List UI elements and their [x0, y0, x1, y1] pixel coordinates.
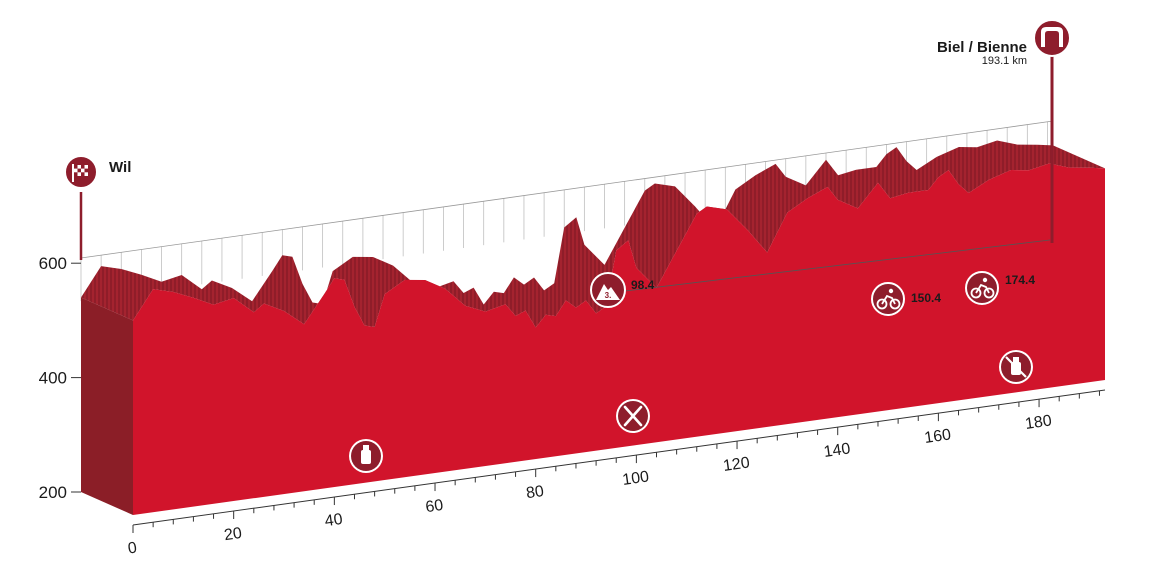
climb-category: 3.: [605, 291, 612, 300]
x-tick-label: 100: [621, 468, 650, 489]
sprint-km-2: 174.4: [1005, 273, 1035, 287]
y-axis-ticks: 200 400 600: [39, 254, 81, 502]
elevation-profile: [81, 140, 1105, 515]
finish-marker: Biel / Bienne 193.1 km: [937, 19, 1071, 243]
x-tick-label: 0: [127, 539, 138, 557]
sprint-marker-1: 150.4: [871, 282, 941, 316]
climb-leader-line: [624, 239, 1051, 292]
finish-town: Biel / Bienne: [937, 39, 1027, 56]
climb-marker: 3. 98.4: [590, 239, 1051, 308]
y-tick-label: 200: [39, 483, 67, 502]
y-tick-label: 400: [39, 369, 67, 388]
x-tick-label: 160: [923, 426, 952, 447]
profile-front-face: [133, 163, 1105, 515]
sprint-km-1: 150.4: [911, 291, 941, 305]
sprint-bike-icon: [871, 282, 905, 316]
feed-zone-marker: [616, 399, 650, 433]
x-tick-label: 140: [823, 440, 852, 461]
no-drink-zone-marker: [999, 350, 1033, 384]
checkered-flag-icon: [72, 164, 88, 182]
x-axis-line: [132, 389, 1106, 526]
climb-km: 98.4: [631, 278, 655, 292]
drink-zone-marker: [349, 439, 383, 473]
x-tick-label: 80: [525, 483, 545, 502]
finish-arch-icon: [1033, 19, 1071, 57]
finish-arch-glyph: [1041, 27, 1063, 47]
x-tick-label: 180: [1024, 412, 1053, 433]
front-base-axis: [132, 389, 1106, 533]
mountain-glyph: [596, 284, 620, 300]
start-town: Wil: [109, 159, 131, 176]
x-tick-label: 120: [722, 454, 751, 475]
x-tick-label: 60: [424, 497, 444, 516]
y-tick-label: 600: [39, 254, 67, 273]
profile-side-face: [81, 297, 133, 515]
grid-top-line: [80, 120, 1054, 259]
x-tick-label: 40: [324, 511, 344, 530]
sprint-bike-icon: [965, 271, 999, 305]
finish-distance: 193.1 km: [982, 55, 1027, 67]
start-marker: Wil: [64, 155, 131, 260]
x-axis-ticks: 0 20 40 60 80 100 120 140 160 180: [127, 412, 1053, 557]
profile-top-surface: [81, 140, 1105, 328]
sprint-marker-2: 174.4: [965, 271, 1035, 305]
x-tick-label: 20: [223, 525, 243, 544]
